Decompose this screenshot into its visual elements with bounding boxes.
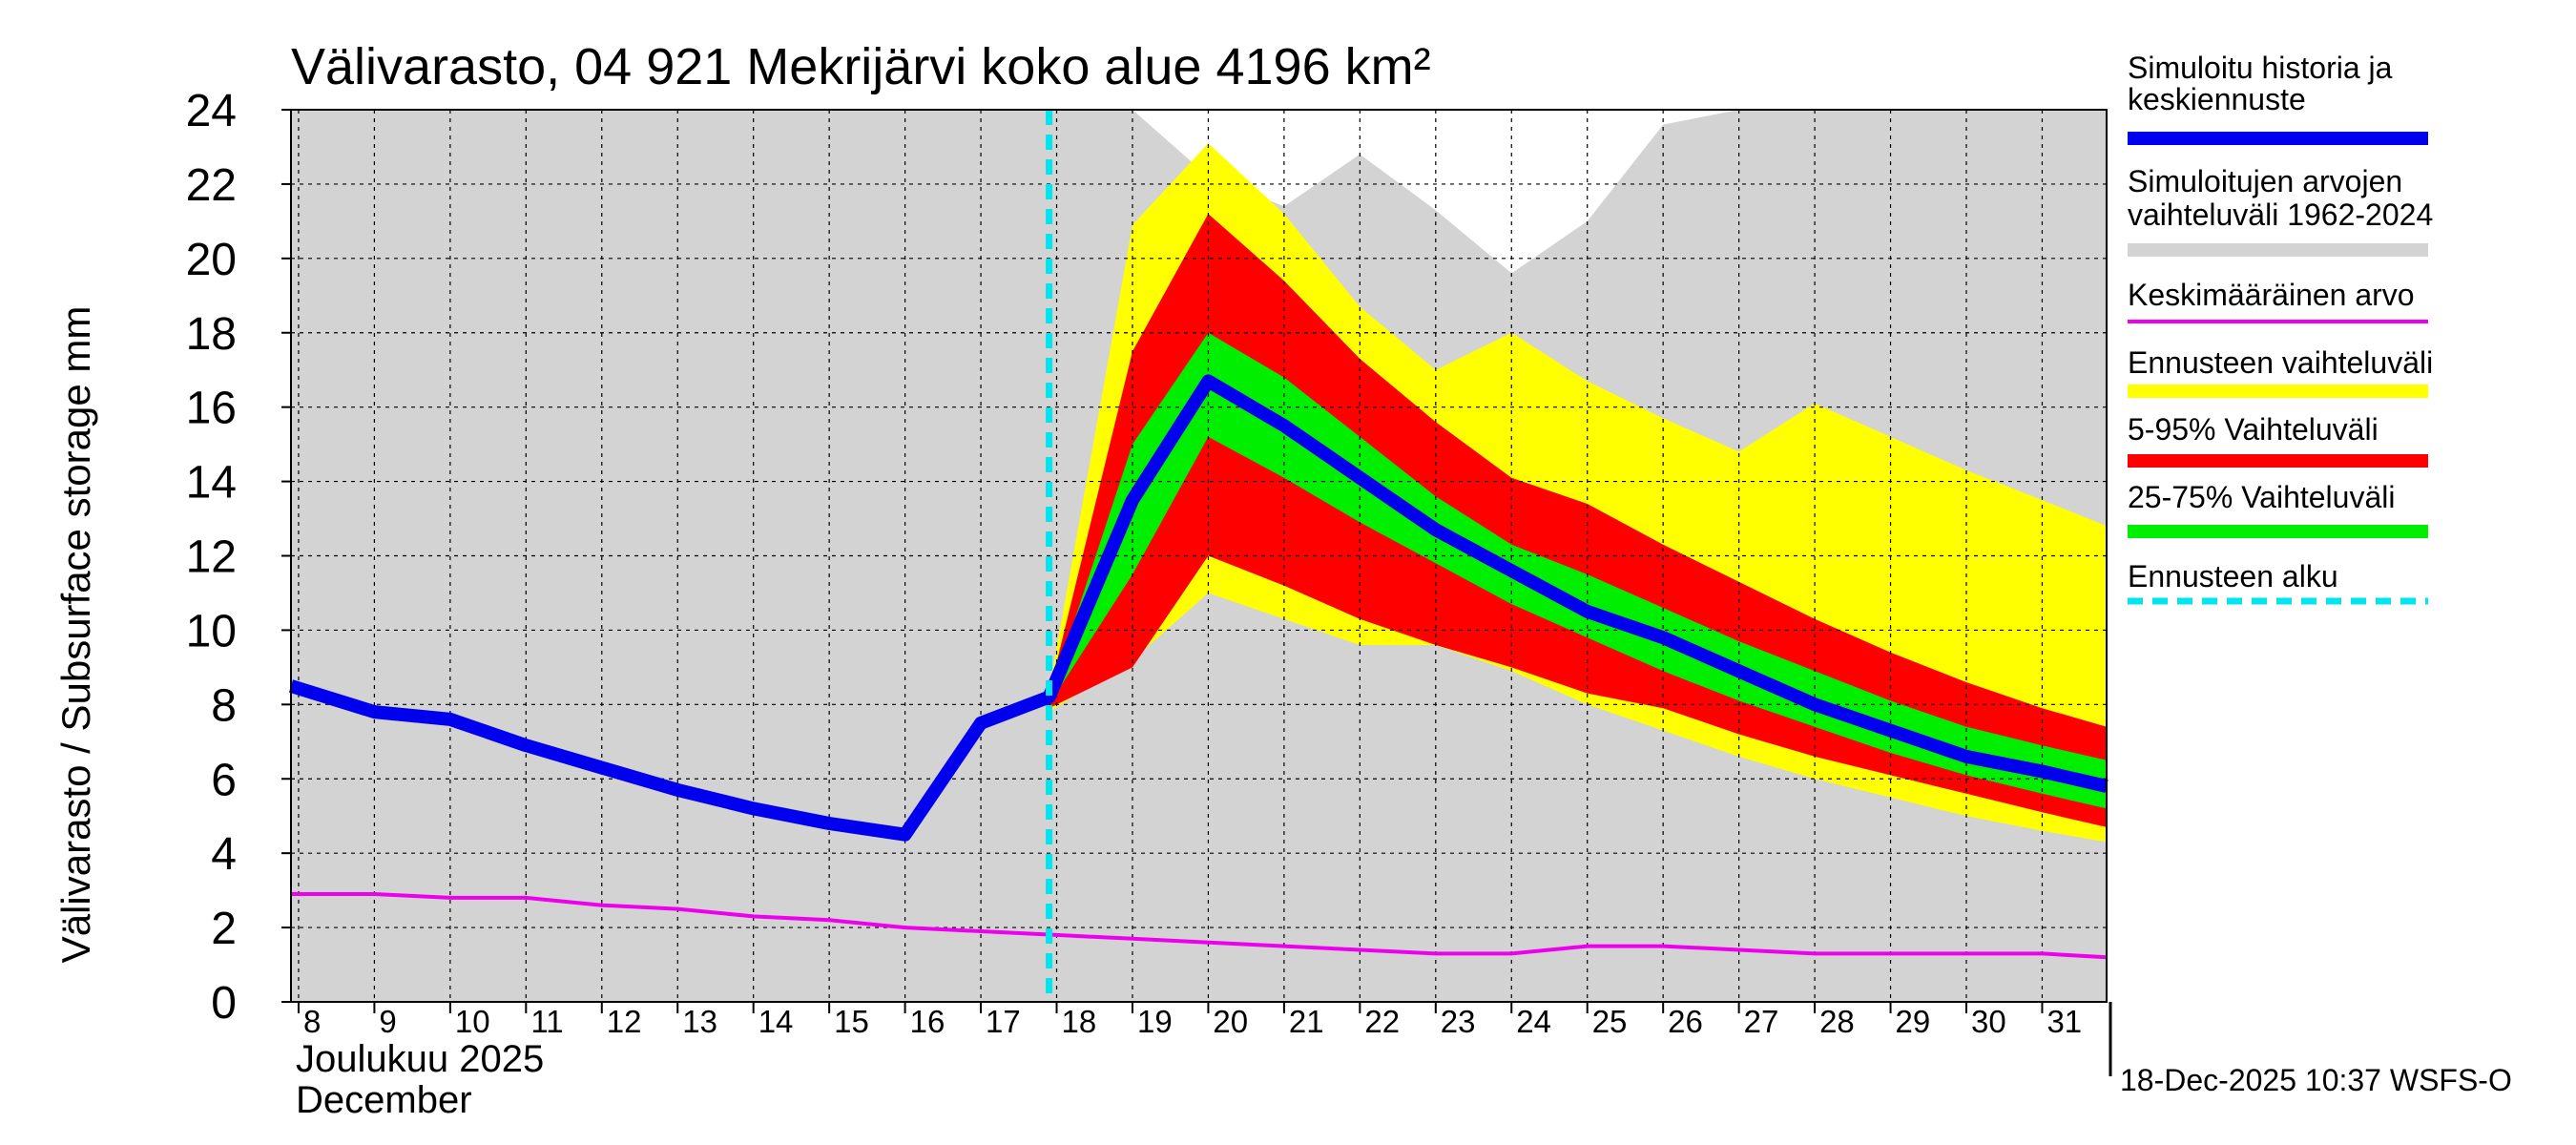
y-tick-label: 14 (186, 458, 237, 509)
x-tick-label: 30 (1971, 1004, 2006, 1039)
plot-area (288, 109, 2109, 1003)
y-tick-label: 22 (186, 160, 237, 211)
x-tick-label: 22 (1364, 1004, 1400, 1039)
x-tick-label: 25 (1592, 1004, 1628, 1039)
x-tick-label: 23 (1441, 1004, 1476, 1039)
x-tick-label: 27 (1744, 1004, 1779, 1039)
x-tick-label: 16 (910, 1004, 945, 1039)
x-tick-label: 15 (834, 1004, 869, 1039)
y-tick-label: 10 (186, 606, 237, 656)
legend-label: keskiennuste (2128, 82, 2306, 116)
legend-label: Keskimääräinen arvo (2128, 278, 2415, 312)
x-tick-label: 12 (607, 1004, 642, 1039)
grid (291, 109, 2107, 1003)
x-tick-label: 8 (303, 1004, 321, 1039)
y-tick-label: 2 (211, 904, 237, 954)
y-tick-label: 4 (211, 829, 237, 880)
y-tick-label: 12 (186, 532, 237, 583)
x-tick-label: 29 (1896, 1004, 1931, 1039)
y-tick-label: 24 (186, 86, 237, 136)
legend-label: Simuloitujen arvojen (2128, 164, 2402, 198)
x-tick-label: 20 (1213, 1004, 1248, 1039)
x-tick-label: 21 (1289, 1004, 1324, 1039)
y-tick-label: 0 (211, 978, 237, 1029)
x-tick-label: 31 (2046, 1004, 2082, 1039)
chart-title: Välivarasto, 04 921 Mekrijärvi koko alue… (291, 38, 1431, 95)
legend-label: Ennusteen vaihteluväli (2128, 345, 2433, 380)
x-tick-label: 14 (758, 1004, 794, 1039)
y-tick-label: 20 (186, 235, 237, 285)
x-tick-label: 9 (379, 1004, 396, 1039)
mean-line (291, 892, 2108, 960)
legend-label: vaihteluväli 1962-2024 (2128, 198, 2433, 232)
legend-label: Simuloitu historia ja (2128, 51, 2393, 85)
y-tick-label: 8 (211, 680, 237, 731)
legend-label: Ennusteen alku (2128, 559, 2338, 593)
legend-label: 5-95% Vaihteluväli (2128, 412, 2379, 447)
x-tick-label: 18 (1062, 1004, 1097, 1039)
footer-timestamp: 18-Dec-2025 10:37 WSFS-O (2120, 1063, 2512, 1097)
x-tick-label: 13 (682, 1004, 717, 1039)
history-forecast-line (288, 374, 2109, 842)
x-tick-label: 26 (1668, 1004, 1703, 1039)
p5-95-band (1049, 214, 2107, 827)
y-axis-label: Välivarasto / Subsurface storage mm (53, 306, 98, 964)
x-tick-label: 17 (986, 1004, 1021, 1039)
legend-label: 25-75% Vaihteluväli (2128, 480, 2395, 514)
x-tick-label: 19 (1137, 1004, 1173, 1039)
x-tick-label: 24 (1516, 1004, 1551, 1039)
y-tick-label: 18 (186, 309, 237, 360)
month-label-fi: Joulukuu 2025 (296, 1038, 544, 1080)
x-axis: 8 9 10 11 12 13 14 15 16 17 18 19 20 21 22 23 24 25 26 27 28… (297, 1002, 2082, 1039)
y-tick-label: 16 (186, 384, 237, 434)
x-tick-label: 28 (1819, 1004, 1855, 1039)
x-tick-label: 10 (455, 1004, 490, 1039)
x-tick-label: 11 (530, 1004, 563, 1039)
y-tick-label: 6 (211, 755, 237, 805)
month-label-en: December (296, 1079, 472, 1121)
